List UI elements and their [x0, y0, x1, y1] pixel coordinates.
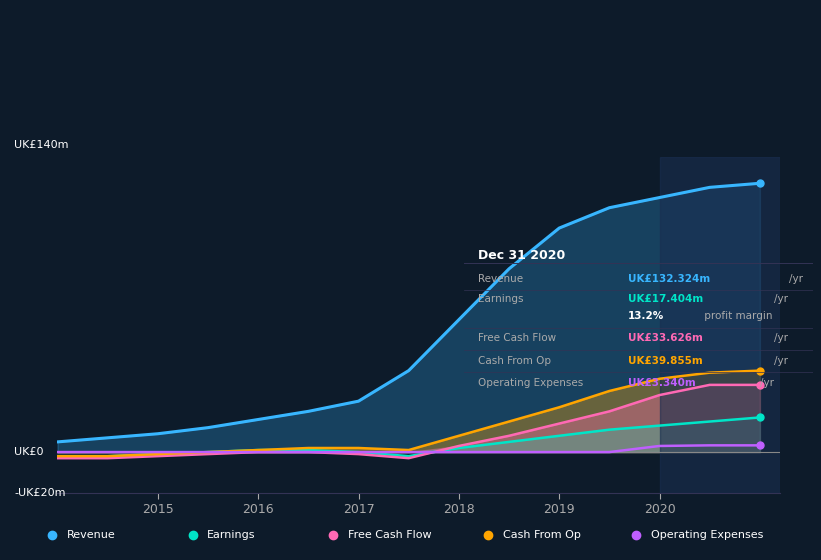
Text: profit margin: profit margin: [701, 311, 773, 321]
Text: /yr: /yr: [774, 294, 788, 304]
Text: Dec 31 2020: Dec 31 2020: [478, 250, 565, 263]
Text: Cash From Op: Cash From Op: [478, 356, 551, 366]
Text: Earnings: Earnings: [208, 530, 256, 540]
Text: Revenue: Revenue: [67, 530, 116, 540]
Text: /yr: /yr: [774, 333, 788, 343]
Text: UK£0: UK£0: [14, 447, 44, 457]
Text: Operating Expenses: Operating Expenses: [651, 530, 763, 540]
Text: UK£39.855m: UK£39.855m: [628, 356, 703, 366]
Text: Earnings: Earnings: [478, 294, 523, 304]
Text: -UK£20m: -UK£20m: [14, 488, 66, 498]
Text: 13.2%: 13.2%: [628, 311, 664, 321]
Text: Free Cash Flow: Free Cash Flow: [348, 530, 431, 540]
Text: Free Cash Flow: Free Cash Flow: [478, 333, 556, 343]
Text: Revenue: Revenue: [478, 273, 523, 283]
Text: Operating Expenses: Operating Expenses: [478, 377, 583, 388]
Text: UK£17.404m: UK£17.404m: [628, 294, 703, 304]
Text: UK£3.340m: UK£3.340m: [628, 377, 695, 388]
Bar: [659, 157, 780, 493]
Text: /yr: /yr: [759, 377, 773, 388]
Text: /yr: /yr: [789, 273, 803, 283]
Text: /yr: /yr: [774, 356, 788, 366]
Text: Cash From Op: Cash From Op: [502, 530, 580, 540]
Text: UK£140m: UK£140m: [14, 140, 69, 150]
Text: UK£33.626m: UK£33.626m: [628, 333, 703, 343]
Text: UK£132.324m: UK£132.324m: [628, 273, 710, 283]
